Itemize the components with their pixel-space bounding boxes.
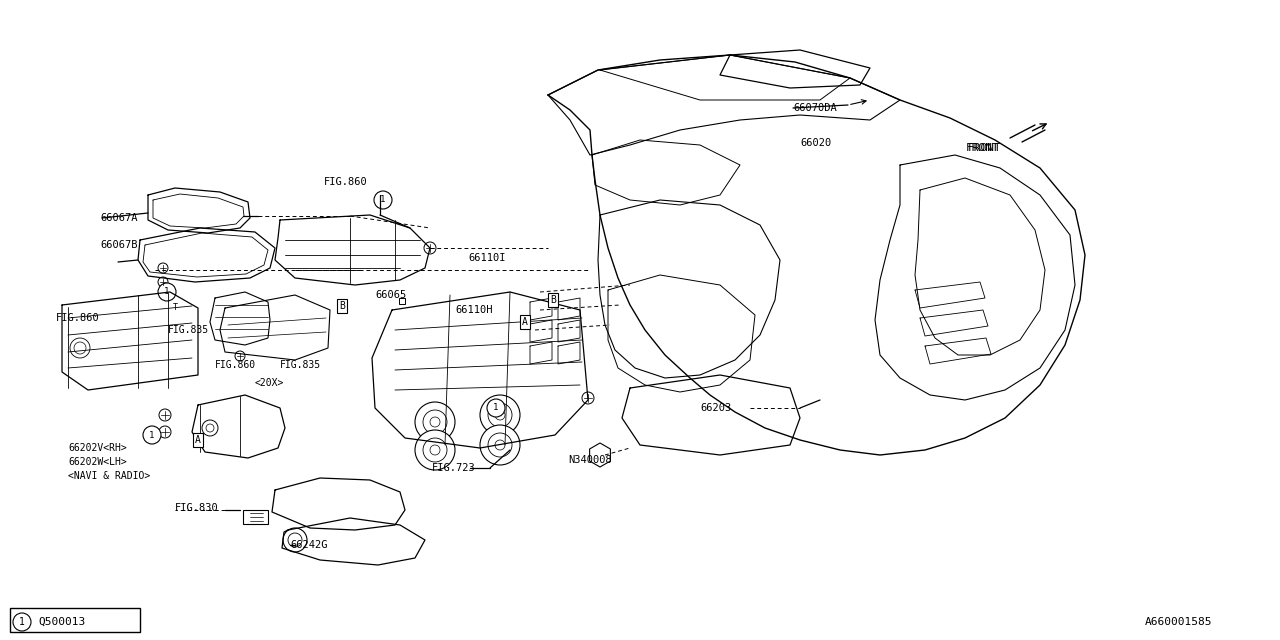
Circle shape	[374, 191, 392, 209]
Text: Q500013: Q500013	[38, 617, 86, 627]
Text: B: B	[550, 295, 556, 305]
Text: A: A	[522, 317, 527, 327]
Text: T: T	[173, 303, 178, 312]
Circle shape	[206, 424, 214, 432]
Circle shape	[486, 399, 506, 417]
Circle shape	[430, 417, 440, 427]
Text: 66067B: 66067B	[100, 240, 137, 250]
Text: 66242G: 66242G	[291, 540, 328, 550]
Text: B: B	[339, 301, 344, 311]
Bar	[399, 298, 404, 304]
Circle shape	[582, 392, 594, 404]
Circle shape	[157, 283, 177, 301]
Text: 66070DA: 66070DA	[794, 103, 837, 113]
Text: 66110H: 66110H	[454, 305, 493, 315]
Circle shape	[157, 263, 168, 273]
Bar	[243, 510, 268, 524]
Circle shape	[236, 351, 244, 361]
Text: N340008: N340008	[568, 455, 612, 465]
Text: 66020: 66020	[800, 138, 831, 148]
Circle shape	[70, 338, 90, 358]
Circle shape	[488, 403, 512, 427]
Circle shape	[288, 533, 302, 547]
Bar	[10, 608, 140, 632]
Circle shape	[422, 438, 447, 462]
Text: 66203: 66203	[700, 403, 731, 413]
Text: FIG.830: FIG.830	[175, 503, 219, 513]
Circle shape	[159, 426, 172, 438]
Circle shape	[159, 409, 172, 421]
Circle shape	[283, 528, 307, 552]
Text: 66065: 66065	[375, 290, 406, 300]
Text: FIG.835: FIG.835	[168, 325, 209, 335]
Circle shape	[495, 440, 506, 450]
Text: 1: 1	[380, 195, 385, 205]
Text: A: A	[195, 435, 201, 445]
Circle shape	[202, 420, 218, 436]
Circle shape	[480, 425, 520, 465]
Text: 1: 1	[493, 403, 499, 413]
Circle shape	[415, 430, 454, 470]
Text: FIG.860: FIG.860	[324, 177, 367, 187]
Circle shape	[480, 395, 520, 435]
Text: <20X>: <20X>	[255, 378, 284, 388]
Text: FIG.860: FIG.860	[215, 360, 256, 370]
Text: FIG.723: FIG.723	[433, 463, 476, 473]
Circle shape	[422, 410, 447, 434]
Circle shape	[495, 410, 506, 420]
Text: A660001585: A660001585	[1146, 617, 1212, 627]
Circle shape	[424, 242, 436, 254]
Text: 1: 1	[19, 617, 24, 627]
Circle shape	[143, 426, 161, 444]
Circle shape	[488, 433, 512, 457]
Circle shape	[74, 342, 86, 354]
Text: FIG.860: FIG.860	[56, 313, 100, 323]
Text: 66110I: 66110I	[468, 253, 506, 263]
Circle shape	[415, 402, 454, 442]
Text: 66067A: 66067A	[100, 213, 137, 223]
Circle shape	[157, 277, 168, 287]
Text: FRONT: FRONT	[966, 143, 1000, 153]
Circle shape	[430, 445, 440, 455]
Text: 1: 1	[150, 431, 155, 440]
Text: 66202V<RH>: 66202V<RH>	[68, 443, 127, 453]
Text: <NAVI & RADIO>: <NAVI & RADIO>	[68, 471, 150, 481]
Circle shape	[13, 613, 31, 631]
Text: FRONT: FRONT	[968, 143, 1002, 153]
Text: 1: 1	[164, 287, 170, 296]
Text: 66202W<LH>: 66202W<LH>	[68, 457, 127, 467]
Text: FIG.835: FIG.835	[280, 360, 321, 370]
